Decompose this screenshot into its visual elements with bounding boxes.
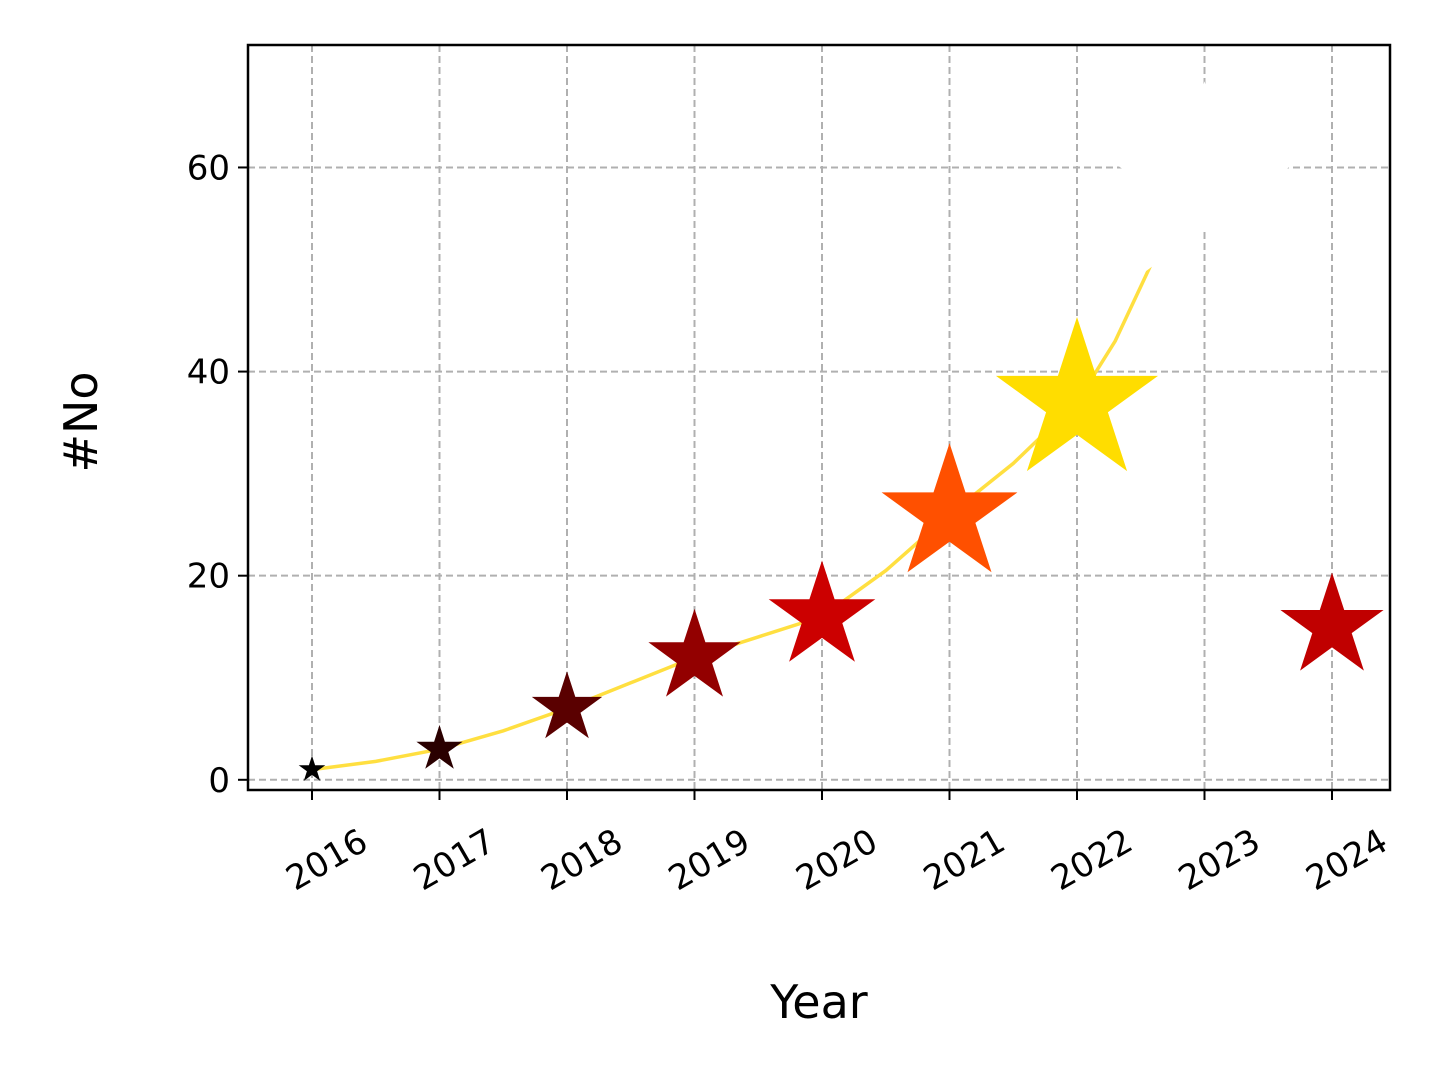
x-tick-label: 2023 — [1172, 821, 1267, 899]
x-tick-labels: 2016 2017 2018 2019 2020 2021 2022 2023 2024 — [280, 821, 1395, 899]
x-tick-label: 2018 — [535, 821, 630, 899]
y-tick-label: 40 — [187, 353, 230, 393]
star-point-2017 — [416, 724, 463, 769]
x-tick-label: 2019 — [662, 821, 757, 899]
x-tick-label: 2024 — [1300, 821, 1395, 899]
star-point-2022 — [996, 317, 1158, 472]
x-tick-label: 2016 — [280, 821, 375, 899]
star-point-2020 — [768, 560, 876, 662]
x-tick-label: 2020 — [790, 821, 885, 899]
y-tick-label: 20 — [187, 557, 230, 597]
star-point-2016 — [298, 755, 326, 781]
x-tick-label: 2022 — [1045, 821, 1140, 899]
y-tick-label: 60 — [187, 148, 230, 188]
data-points — [298, 81, 1384, 781]
star-point-2023 — [1103, 81, 1306, 275]
plot-frame — [246, 43, 1392, 792]
x-tick-label: 2021 — [917, 821, 1012, 899]
star-point-2018 — [531, 671, 603, 739]
ticks — [238, 166, 1333, 800]
star-point-2024 — [1280, 572, 1384, 671]
y-tick-labels: 0 20 40 60 — [187, 148, 230, 800]
star-point-2019 — [648, 608, 741, 697]
x-tick-label: 2017 — [407, 821, 502, 899]
y-tick-label: 0 — [208, 761, 230, 801]
star-point-2021 — [881, 443, 1018, 573]
x-axis-label: Year — [769, 975, 867, 1029]
y-axis-label: #No — [54, 371, 108, 472]
